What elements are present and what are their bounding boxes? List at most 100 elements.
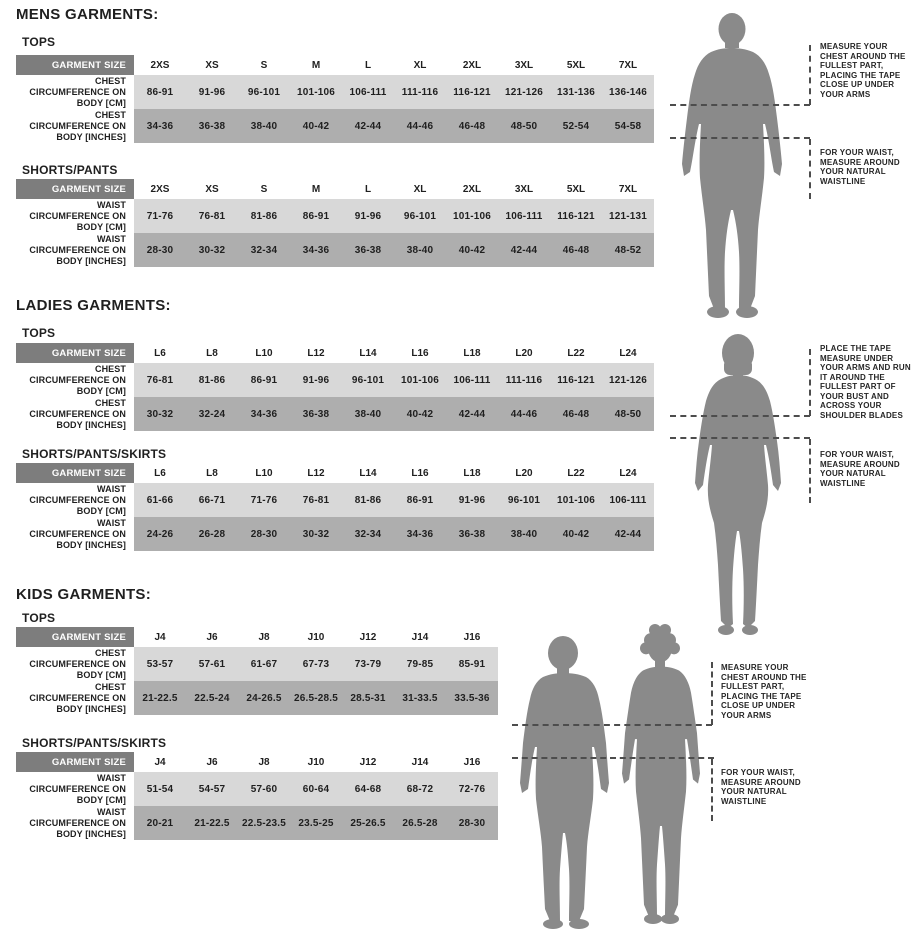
man-silhouette <box>682 13 782 318</box>
size-column-header: M <box>290 55 342 75</box>
kids-section-title: KIDS GARMENTS: <box>16 586 152 603</box>
value-cell: 26.5-28 <box>394 806 446 840</box>
size-column-header: J10 <box>290 752 342 772</box>
value-cell: 44-46 <box>498 397 550 431</box>
row-label: CHEST CIRCUMFERENCE ON BODY [CM] <box>16 75 134 109</box>
ladies-shorts-table: GARMENT SIZE L6 L8 L10 L12 L14 L16 L18 L20 L22 L24… <box>16 463 654 551</box>
size-column-header: 3XL <box>498 55 550 75</box>
value-cell: 30-32 <box>134 397 186 431</box>
value-cell: 121-131 <box>602 199 654 233</box>
row-label: WAIST CIRCUMFERENCE ON BODY [INCHES] <box>16 233 134 267</box>
size-column-header: L6 <box>134 463 186 483</box>
mens-waist-annotation-line <box>809 139 811 199</box>
size-column-header: L22 <box>550 343 602 363</box>
value-cell: 85-91 <box>446 647 498 681</box>
value-cell: 38-40 <box>498 517 550 551</box>
value-cell: 86-91 <box>134 75 186 109</box>
value-cell: 81-86 <box>238 199 290 233</box>
value-cell: 28-30 <box>134 233 186 267</box>
value-cell: 42-44 <box>602 517 654 551</box>
mens-shorts-title: SHORTS/PANTS <box>22 163 118 177</box>
value-cell: 32-34 <box>342 517 394 551</box>
size-column-header: L16 <box>394 343 446 363</box>
kids-waist-measure-line <box>512 757 714 759</box>
ladies-waist-measure-line <box>670 437 810 439</box>
garment-size-corner-header: GARMENT SIZE <box>16 179 134 199</box>
value-cell: 91-96 <box>342 199 394 233</box>
value-cell: 101-106 <box>290 75 342 109</box>
value-cell: 40-42 <box>394 397 446 431</box>
size-column-header: L20 <box>498 343 550 363</box>
value-cell: 96-101 <box>394 199 446 233</box>
size-column-header: L18 <box>446 343 498 363</box>
kids-waist-annotation: FOR YOUR WAIST, MEASURE AROUND YOUR NATU… <box>721 768 801 806</box>
woman-silhouette <box>695 334 781 635</box>
ladies-waist-annotation-line <box>809 439 811 503</box>
size-column-header: 7XL <box>602 179 654 199</box>
size-column-header: J16 <box>446 627 498 647</box>
girl-silhouette <box>622 624 700 924</box>
value-cell: 76-81 <box>186 199 238 233</box>
mens-tops-table: GARMENT SIZE 2XS XS S M L XL 2XL 3XL 5XL 7XL CHEST … <box>16 55 654 143</box>
value-cell: 61-67 <box>238 647 290 681</box>
value-cell: 22.5-24 <box>186 681 238 715</box>
value-cell: 66-71 <box>186 483 238 517</box>
value-cell: 46-48 <box>550 233 602 267</box>
value-cell: 96-101 <box>342 363 394 397</box>
size-column-header: S <box>238 55 290 75</box>
value-cell: 96-101 <box>238 75 290 109</box>
row-label: WAIST CIRCUMFERENCE ON BODY [INCHES] <box>16 806 134 840</box>
size-column-header: L18 <box>446 463 498 483</box>
size-column-header: L <box>342 55 394 75</box>
value-cell: 48-50 <box>602 397 654 431</box>
value-cell: 64-68 <box>342 772 394 806</box>
value-cell: 86-91 <box>394 483 446 517</box>
mens-chest-measure-line <box>670 104 810 106</box>
kids-tops-table: GARMENT SIZE J4 J6 J8 J10 J12 J14 J16 CHEST CIRC… <box>16 627 498 715</box>
size-column-header: L20 <box>498 463 550 483</box>
value-cell: 116-121 <box>446 75 498 109</box>
value-cell: 48-50 <box>498 109 550 143</box>
size-column-header: S <box>238 179 290 199</box>
kids-tops-title: TOPS <box>22 611 56 625</box>
ladies-shorts-title: SHORTS/PANTS/SKIRTS <box>22 447 167 461</box>
value-cell: 32-24 <box>186 397 238 431</box>
size-column-header: L8 <box>186 463 238 483</box>
row-label: CHEST CIRCUMFERENCE ON BODY [CM] <box>16 363 134 397</box>
value-cell: 28.5-31 <box>342 681 394 715</box>
value-cell: 30-32 <box>186 233 238 267</box>
garment-size-corner-header: GARMENT SIZE <box>16 752 134 772</box>
size-column-header: L12 <box>290 463 342 483</box>
ladies-section-title: LADIES GARMENTS: <box>16 297 171 314</box>
value-cell: 57-60 <box>238 772 290 806</box>
kids-chest-annotation-line <box>711 662 713 725</box>
value-cell: 42-44 <box>446 397 498 431</box>
size-column-header: 2XS <box>134 55 186 75</box>
mens-waist-annotation: FOR YOUR WAIST, MEASURE AROUND YOUR NATU… <box>820 148 900 186</box>
value-cell: 52-54 <box>550 109 602 143</box>
row-label: CHEST CIRCUMFERENCE ON BODY [CM] <box>16 647 134 681</box>
size-column-header: J4 <box>134 627 186 647</box>
kids-chest-measure-line <box>512 724 712 726</box>
value-cell: 68-72 <box>394 772 446 806</box>
size-column-header: XS <box>186 179 238 199</box>
value-cell: 40-42 <box>446 233 498 267</box>
mens-tops-title: TOPS <box>22 35 56 49</box>
value-cell: 30-32 <box>290 517 342 551</box>
value-cell: 51-54 <box>134 772 186 806</box>
size-column-header: 5XL <box>550 55 602 75</box>
value-cell: 106-111 <box>498 199 550 233</box>
ladies-chest-measure-line <box>670 415 810 417</box>
value-cell: 73-79 <box>342 647 394 681</box>
value-cell: 48-52 <box>602 233 654 267</box>
value-cell: 46-48 <box>550 397 602 431</box>
value-cell: 32-34 <box>238 233 290 267</box>
value-cell: 23.5-25 <box>290 806 342 840</box>
value-cell: 60-64 <box>290 772 342 806</box>
row-label: CHEST CIRCUMFERENCE ON BODY [INCHES] <box>16 397 134 431</box>
value-cell: 86-91 <box>238 363 290 397</box>
value-cell: 106-111 <box>602 483 654 517</box>
value-cell: 91-96 <box>290 363 342 397</box>
ladies-tops-title: TOPS <box>22 326 56 340</box>
value-cell: 79-85 <box>394 647 446 681</box>
